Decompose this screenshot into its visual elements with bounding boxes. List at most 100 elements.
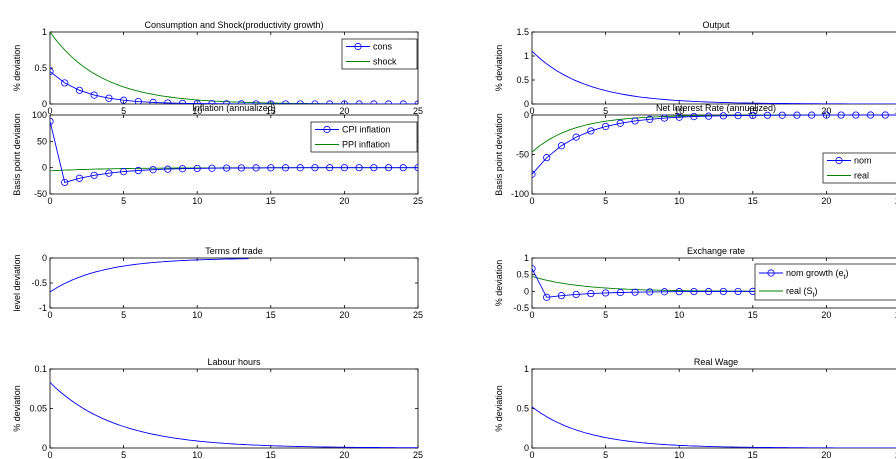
- series-point: [311, 164, 319, 172]
- x-tick-label: 10: [674, 106, 684, 116]
- series-point: [631, 117, 639, 125]
- y-axis-label: % deviation: [12, 385, 22, 432]
- series-point: [237, 100, 245, 104]
- series-point: [572, 133, 580, 141]
- x-tick-label: 0: [47, 310, 52, 320]
- series-point: [370, 164, 378, 172]
- series-point: [164, 99, 172, 104]
- plot-area: [50, 258, 249, 293]
- series-point: [355, 100, 363, 104]
- legend-entry: real (St): [786, 286, 817, 299]
- legend-marker: [323, 125, 331, 134]
- series-point: [734, 287, 742, 296]
- series-point: [370, 100, 378, 104]
- series-point: [587, 289, 595, 298]
- x-tick-label: 0: [47, 450, 52, 459]
- legend-box: [310, 121, 418, 153]
- y-tick-label: 0.5: [34, 63, 47, 73]
- series-point: [822, 111, 831, 119]
- y-tick-label: -50: [34, 189, 47, 199]
- x-tick-label: 5: [603, 450, 608, 459]
- series-point: [763, 111, 772, 119]
- series-point: [414, 100, 418, 104]
- y-tick-label: 0.5: [516, 75, 529, 85]
- series-point: [808, 111, 816, 119]
- x-tick-label: 15: [266, 310, 276, 320]
- subplot-2: Output % deviation 0 5 10 15 20 25 0 0.5 1 1.5: [494, 20, 896, 116]
- x-tick-label: 10: [674, 450, 684, 459]
- y-tick-label: -0.5: [31, 278, 47, 288]
- series-line: [532, 50, 896, 104]
- series-point: [50, 117, 54, 125]
- x-tick-label: 20: [821, 310, 831, 320]
- y-tick-label: 1.5: [516, 27, 529, 37]
- legend-marker: [767, 269, 775, 277]
- y-tick-label: 0: [524, 110, 529, 120]
- series-line: [50, 382, 418, 448]
- x-tick-label: 5: [121, 310, 126, 320]
- x-tick-label: 10: [192, 450, 202, 459]
- y-tick-label: 50: [37, 136, 47, 146]
- subplot-title: Consumption and Shock(productivity growt…: [144, 20, 323, 30]
- series-point: [543, 154, 551, 162]
- x-tick-label: 0: [529, 196, 534, 206]
- x-tick-label: 15: [748, 310, 758, 320]
- series-point: [719, 287, 727, 296]
- y-tick-label: 0.5: [516, 270, 529, 280]
- series-point: [793, 111, 801, 119]
- series-line: [50, 258, 249, 293]
- y-tick-label: 1: [524, 253, 529, 263]
- y-tick-label: 0: [42, 163, 47, 173]
- series-point: [557, 142, 566, 150]
- series-point: [705, 112, 713, 120]
- y-axis-label: Basis point deviation: [12, 113, 22, 196]
- x-tick-label: 20: [339, 450, 349, 459]
- y-axis-label: % deviation: [12, 45, 22, 92]
- legend-entry: PPI inflation: [342, 140, 390, 150]
- series-point: [193, 164, 201, 173]
- x-tick-label: 20: [339, 196, 349, 206]
- x-tick-label: 5: [121, 196, 126, 206]
- x-tick-label: 10: [192, 196, 202, 206]
- y-axis-label: % deviation: [494, 45, 504, 92]
- series-point: [178, 99, 187, 104]
- series-point: [311, 100, 319, 104]
- plot-area: [50, 31, 418, 104]
- x-tick-label: 20: [339, 310, 349, 320]
- x-tick-label: 10: [192, 310, 202, 320]
- subplot-title: Terms of trade: [205, 246, 263, 256]
- series-point: [296, 164, 304, 172]
- y-tick-label: 0: [524, 99, 529, 109]
- series-point: [587, 127, 595, 135]
- y-tick-label: -50: [516, 150, 529, 160]
- series-point: [660, 114, 669, 122]
- legend: CPI inflation PPI inflation: [310, 121, 418, 153]
- subplot-3: Inflation (annualized) Basis point deviat…: [12, 103, 423, 206]
- plot-area: [532, 111, 896, 178]
- y-tick-label: -100: [511, 189, 529, 199]
- x-tick-label: 20: [339, 106, 349, 116]
- series-point: [532, 170, 536, 178]
- series-point: [616, 288, 624, 297]
- y-tick-label: 0: [524, 443, 529, 453]
- y-tick-label: 0.5: [516, 404, 529, 414]
- x-tick-label: 5: [603, 196, 608, 206]
- plot-area: [50, 117, 418, 187]
- legend-box: [341, 38, 418, 70]
- subplot-1: Consumption and Shock(productivity growt…: [12, 20, 423, 116]
- series-point: [734, 111, 742, 120]
- series-point: [601, 289, 610, 297]
- legend-entry: nom: [854, 156, 872, 166]
- series-point: [646, 115, 654, 123]
- series-point: [675, 113, 683, 121]
- series-point: [75, 86, 84, 94]
- x-tick-label: 5: [603, 310, 608, 320]
- series-point: [340, 100, 348, 104]
- series-point: [105, 169, 113, 177]
- x-tick-label: 25: [895, 450, 896, 459]
- legend-marker: [354, 42, 362, 51]
- series-point: [50, 68, 54, 76]
- series-point: [61, 79, 69, 87]
- series-point: [208, 164, 216, 172]
- y-tick-label: 0: [42, 253, 47, 263]
